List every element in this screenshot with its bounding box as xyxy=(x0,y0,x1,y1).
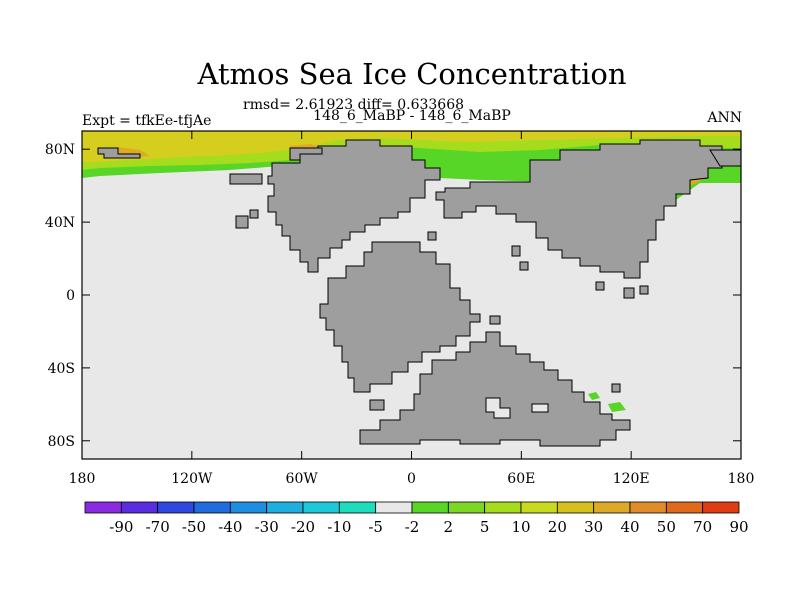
colorbar-label: -90 xyxy=(109,518,133,536)
colorbar-swatch xyxy=(338,501,377,514)
colorbar-label: -10 xyxy=(327,518,351,536)
inland-seas xyxy=(485,397,549,419)
inland-sea-antarctic xyxy=(485,397,511,419)
stats-label: rmsd= 2.61923 diff= 0.633668 xyxy=(243,97,464,113)
colorbar-swatch xyxy=(120,501,159,514)
colorbar-swatch xyxy=(266,501,304,514)
colorbar-label: 40 xyxy=(620,518,639,536)
colorbar-swatch xyxy=(229,501,268,514)
lon-tick-label: 120W xyxy=(171,471,213,487)
colorbar-label: 90 xyxy=(729,518,748,536)
colorbar-label: -30 xyxy=(255,518,279,536)
landmass-west-small xyxy=(229,173,263,185)
inland-sea-south xyxy=(531,403,549,413)
colorbar-label: 20 xyxy=(548,518,567,536)
landmass-eurasia xyxy=(435,139,723,279)
colorbar-swatch xyxy=(665,501,704,514)
lon-tick-label: 120E xyxy=(613,471,650,487)
colorbar-swatch xyxy=(556,501,595,514)
colorbar-label: 50 xyxy=(657,518,676,536)
colorbar-label: 10 xyxy=(511,518,530,536)
landmass-small-islands-east xyxy=(427,231,649,299)
landmass-central-pangea xyxy=(319,241,481,393)
landmass-arctic-west xyxy=(97,147,141,159)
colorbar-swatch xyxy=(447,501,486,514)
cases-label: 148_6_MaBP - 148_6_MaBP xyxy=(313,108,511,124)
lat-tick-label: 40S xyxy=(48,361,75,377)
ice-band-yellow xyxy=(82,131,741,162)
colorbar: -90 -70 -50 -40 -30 -20 -10 -5 -2 2 5 10 20 30 40 50 70 9… xyxy=(84,501,749,536)
landmass-islands-west xyxy=(235,209,259,229)
colorbar-label: -2 xyxy=(405,518,420,536)
colorbar-label: 5 xyxy=(480,518,490,536)
landmass-north-america xyxy=(267,139,441,273)
colorbar-swatch xyxy=(193,501,231,514)
map-title: Atmos Sea Ice Concentration xyxy=(196,57,626,91)
lon-tick-label: 60E xyxy=(507,471,535,487)
lon-tick-label: 0 xyxy=(407,471,416,487)
colorbar-swatch xyxy=(302,501,340,514)
expt-label: Expt = tfkEe-tfjAe xyxy=(82,113,211,129)
lon-tick-label: 180 xyxy=(69,471,96,487)
colorbar-swatch xyxy=(702,501,740,514)
colorbar-label: -20 xyxy=(291,518,315,536)
lat-tick-label: 40N xyxy=(45,215,75,231)
lat-tick-label: 80N xyxy=(45,142,75,158)
colorbar-swatch xyxy=(375,501,413,514)
lon-axis: 180 120W 60W 0 60E 120E 180 xyxy=(69,131,755,487)
lat-tick-label: 0 xyxy=(66,288,75,304)
colorbar-label: -50 xyxy=(182,518,206,536)
colorbar-label: 2 xyxy=(444,518,454,536)
lat-axis: 80N 40N 0 40S 80S xyxy=(45,142,741,450)
colorbar-label: -5 xyxy=(368,518,383,536)
colorbar-swatch xyxy=(411,501,449,514)
lon-tick-label: 60W xyxy=(286,471,319,487)
colorbar-swatch xyxy=(84,501,122,514)
colorbar-label: 30 xyxy=(584,518,603,536)
landmass-small-south xyxy=(369,315,621,411)
colorbar-label: -40 xyxy=(218,518,242,536)
colorbar-swatch xyxy=(157,501,195,514)
colorbar-label: -70 xyxy=(146,518,170,536)
lon-tick-label: 180 xyxy=(728,471,755,487)
land-masses xyxy=(97,139,742,447)
map-plot: 180 120W 60W 0 60E 120E 180 80N 40N 0 40S 80S xyxy=(45,130,755,487)
landmass-south-east xyxy=(359,331,631,447)
season-label: ANN xyxy=(706,110,742,126)
colorbar-swatch xyxy=(520,501,558,514)
colorbar-swatch xyxy=(593,501,631,514)
colorbar-label: 70 xyxy=(693,518,712,536)
colorbar-swatch xyxy=(629,501,667,514)
landmass-arctic-central xyxy=(289,147,323,161)
lat-tick-label: 80S xyxy=(48,434,75,450)
colorbar-swatch xyxy=(484,501,522,514)
